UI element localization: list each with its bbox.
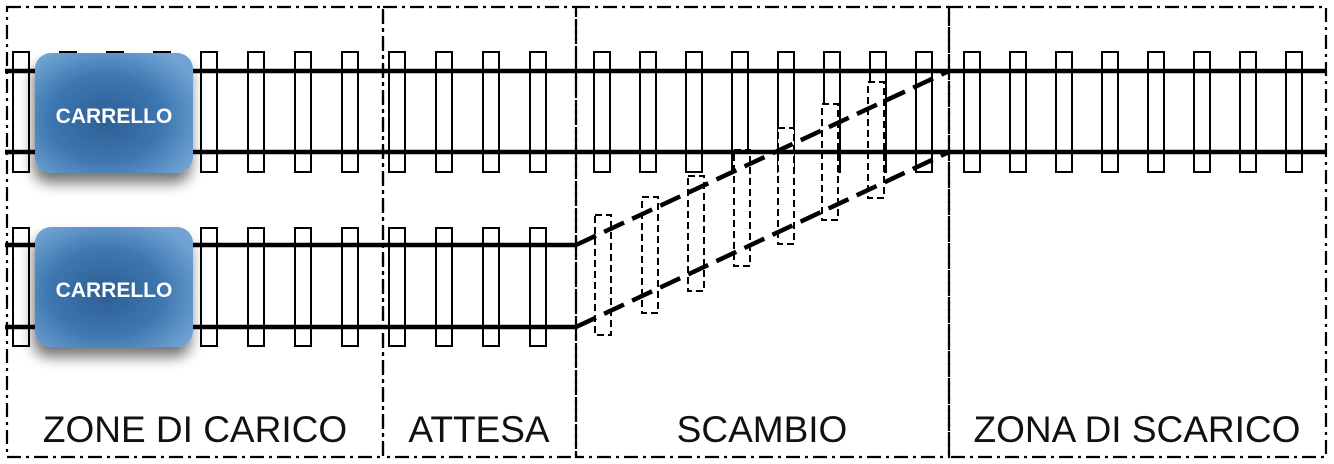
switch-rail — [575, 68, 950, 248]
sleeper — [435, 51, 453, 173]
cart-label: CARRELLO — [56, 105, 173, 128]
sleeper — [435, 227, 453, 347]
sleeper — [341, 51, 359, 173]
zone-label-attesa: ATTESA — [408, 409, 549, 450]
sleeper — [641, 196, 659, 314]
sleeper — [867, 81, 885, 199]
sleeper — [1009, 51, 1027, 173]
sleeper — [12, 227, 30, 347]
sleeper — [639, 51, 657, 173]
sleeper — [294, 51, 312, 173]
sleeper — [482, 51, 500, 173]
sleeper — [200, 51, 218, 173]
switch-rail — [575, 149, 950, 330]
sleeper — [777, 127, 795, 245]
cart-top: CARRELLO — [35, 53, 193, 173]
zone-box-attesa — [381, 5, 578, 459]
sleeper — [1193, 51, 1211, 173]
zone-label-scambio: SCAMBIO — [677, 409, 848, 450]
sleeper — [388, 51, 406, 173]
track-switch — [575, 68, 950, 330]
sleeper — [733, 149, 751, 267]
sleeper — [821, 103, 839, 221]
zone-box-scambio — [574, 5, 951, 459]
sleeper — [294, 227, 312, 347]
cart-label: CARRELLO — [56, 279, 173, 302]
sleeper — [687, 175, 705, 292]
sleeper — [388, 227, 406, 347]
sleeper — [1147, 51, 1165, 173]
sleeper — [963, 51, 981, 173]
sleeper — [685, 51, 703, 173]
sleeper — [529, 227, 547, 347]
sleeper — [1285, 51, 1303, 173]
zone-box-scarico — [947, 5, 1328, 459]
sleeper — [247, 227, 265, 347]
sleeper — [200, 227, 218, 347]
sleeper — [247, 51, 265, 173]
cart-body — [35, 227, 193, 347]
zone-label-scarico: ZONA DI SCARICO — [974, 409, 1301, 450]
sleeper — [529, 51, 547, 173]
sleeper — [1101, 51, 1119, 173]
zone-borders — [5, 5, 1328, 459]
sleeper — [1055, 51, 1073, 173]
sleeper — [593, 51, 611, 173]
sleeper — [482, 227, 500, 347]
sleeper — [594, 214, 612, 336]
cart-bottom: CARRELLO — [35, 227, 193, 347]
sleeper — [12, 51, 30, 173]
cart-body — [35, 53, 193, 173]
sleeper — [1239, 51, 1257, 173]
zone-label-carico: ZONE DI CARICO — [43, 409, 347, 450]
sleeper — [341, 227, 359, 347]
railway-sleepers — [12, 51, 1303, 347]
